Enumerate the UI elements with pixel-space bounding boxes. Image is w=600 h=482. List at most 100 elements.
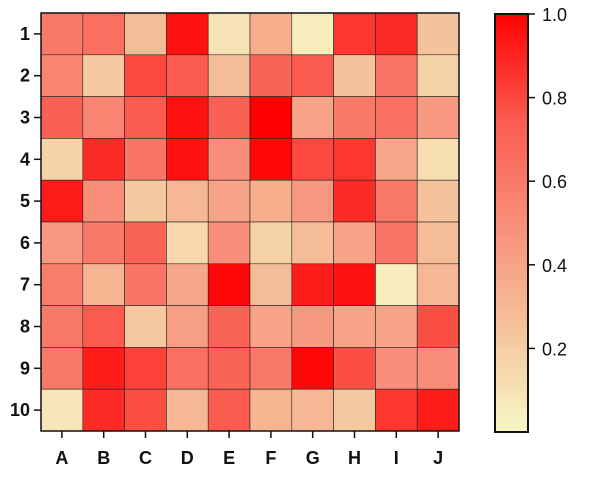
x-tick-label: E	[223, 448, 235, 468]
heatmap-cell-9-I	[375, 347, 418, 390]
heatmap-cell-5-A	[40, 179, 84, 223]
y-tick-label: 3	[20, 108, 30, 128]
heatmap-cell-5-J	[416, 179, 460, 223]
heatmap-cell-5-I	[375, 179, 418, 223]
heatmap-cell-7-G	[291, 263, 334, 306]
heatmap-cell-10-E	[207, 388, 251, 432]
heatmap-cell-4-H	[333, 138, 376, 181]
heatmap-cell-8-D	[166, 305, 209, 348]
x-tick-label: H	[348, 448, 361, 468]
heatmap-cell-1-E	[207, 12, 251, 56]
heatmap-cell-3-E	[207, 96, 251, 139]
heatmap-cell-7-D	[166, 263, 209, 306]
heatmap-cells	[40, 12, 460, 432]
heatmap-cell-3-D	[166, 96, 209, 139]
y-tick-label: 4	[20, 149, 30, 169]
heatmap-cell-2-G	[291, 54, 334, 97]
plot-frame	[40, 12, 460, 432]
x-axis: A B C D E F G H I J	[55, 431, 443, 468]
x-tick-label: I	[394, 448, 399, 468]
heatmap-cell-4-G	[291, 138, 334, 181]
heatmap-cell-9-F	[249, 347, 293, 390]
heatmap-cell-2-H	[333, 54, 376, 97]
heatmap-cell-10-B	[82, 388, 125, 432]
heatmap-cell-3-G	[291, 96, 334, 139]
x-tick-label: A	[55, 448, 68, 468]
heatmap-cell-5-F	[249, 179, 293, 223]
heatmap-cell-1-J	[416, 12, 460, 56]
x-tick-label: F	[265, 448, 276, 468]
heatmap-cell-6-C	[124, 221, 167, 265]
heatmap-cell-2-I	[375, 54, 418, 97]
heatmap-cell-6-D	[166, 221, 209, 265]
y-tick-label: 10	[10, 400, 30, 420]
heatmap-cell-7-B	[82, 263, 125, 306]
heatmap-cell-7-E	[207, 263, 251, 306]
x-tick-label: J	[433, 448, 443, 468]
heatmap-cell-3-I	[375, 96, 418, 139]
heatmap-cell-1-H	[333, 12, 376, 56]
heatmap-cell-2-E	[207, 54, 251, 97]
heatmap-cell-4-J	[416, 138, 460, 181]
colorbar-ticks: 0.2 0.4 0.6 0.8 1.0	[528, 5, 567, 359]
heatmap-cell-9-D	[166, 347, 209, 390]
y-tick-label: 9	[20, 358, 30, 378]
heatmap-cell-6-J	[416, 221, 460, 265]
heatmap-cell-2-J	[416, 54, 460, 97]
heatmap-cell-9-J	[416, 347, 460, 390]
heatmap-cell-8-F	[249, 305, 293, 348]
heatmap-cell-1-B	[82, 12, 125, 56]
colorbar	[494, 13, 529, 433]
heatmap-cell-6-G	[291, 221, 334, 265]
heatmap-cell-3-C	[124, 96, 167, 139]
heatmap-cell-6-A	[40, 221, 84, 265]
heatmap-cell-2-D	[166, 54, 209, 97]
heatmap-cell-10-J	[416, 388, 460, 432]
y-tick-label: 8	[20, 317, 30, 337]
heatmap-cell-4-A	[40, 138, 84, 181]
colorbar-tick-label: 0.6	[542, 172, 567, 192]
heatmap-cell-10-G	[291, 388, 334, 432]
heatmap-cell-6-F	[249, 221, 293, 265]
heatmap-cell-8-I	[375, 305, 418, 348]
heatmap-cell-3-A	[40, 96, 84, 139]
heatmap-cell-7-A	[40, 263, 84, 306]
heatmap-cell-2-B	[82, 54, 125, 97]
heatmap-cell-4-I	[375, 138, 418, 181]
heatmap-cell-9-H	[333, 347, 376, 390]
heatmap-cell-9-B	[82, 347, 125, 390]
heatmap-cell-8-G	[291, 305, 334, 348]
heatmap-cell-8-A	[40, 305, 84, 348]
heatmap-cell-3-H	[333, 96, 376, 139]
y-axis: 1 2 3 4 5 6 7 8 9 10	[10, 24, 41, 420]
heatmap-cell-6-I	[375, 221, 418, 265]
heatmap-cell-10-D	[166, 388, 209, 432]
heatmap-cell-4-D	[166, 138, 209, 181]
heatmap-cell-4-F	[249, 138, 293, 181]
y-tick-label: 5	[20, 191, 30, 211]
heatmap-cell-5-E	[207, 179, 251, 223]
heatmap-cell-1-C	[124, 12, 167, 56]
heatmap-cell-10-C	[124, 388, 167, 432]
heatmap-cell-8-J	[416, 305, 460, 348]
heatmap-cell-1-D	[166, 12, 209, 56]
heatmap-cell-8-E	[207, 305, 251, 348]
heatmap-cell-7-J	[416, 263, 460, 306]
heatmap-cell-2-C	[124, 54, 167, 97]
heatmap-cell-1-G	[291, 12, 334, 56]
heatmap-cell-5-C	[124, 179, 167, 223]
x-tick-label: G	[306, 448, 320, 468]
heatmap-cell-5-B	[82, 179, 125, 223]
heatmap-cell-9-G	[291, 347, 334, 390]
heatmap-cell-4-E	[207, 138, 251, 181]
heatmap-cell-2-F	[249, 54, 293, 97]
heatmap-cell-7-H	[333, 263, 376, 306]
heatmap-cell-8-H	[333, 305, 376, 348]
heatmap-cell-7-I	[375, 263, 418, 306]
heatmap-cell-6-B	[82, 221, 125, 265]
x-tick-label: C	[139, 448, 152, 468]
heatmap-cell-1-A	[40, 12, 84, 56]
y-tick-label: 7	[20, 275, 30, 295]
heatmap-cell-3-F	[249, 96, 293, 139]
